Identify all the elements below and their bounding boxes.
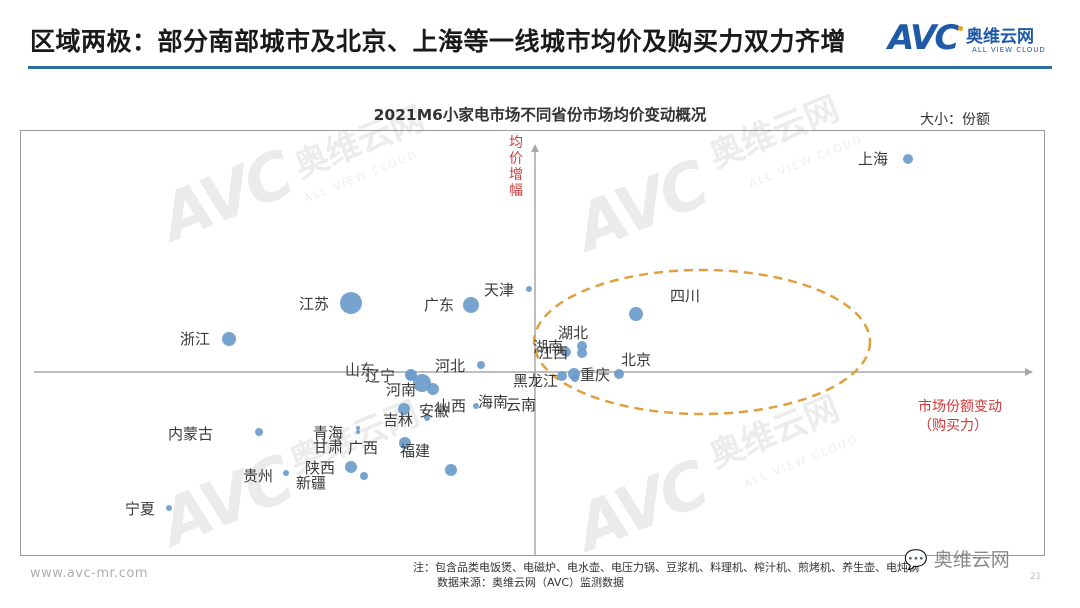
x-axis-title-sub: （购买力）: [918, 418, 988, 434]
title-divider: [28, 66, 1052, 69]
point-label: 重庆: [580, 366, 611, 384]
x-axis-title: 市场份额变动 （购买力）: [918, 398, 1002, 436]
bubble-广东: [463, 297, 479, 313]
bubble-北京: [614, 369, 624, 379]
point-label: 吉林: [383, 411, 414, 429]
bubble-吉林: [398, 403, 410, 415]
bubble-湖南: [561, 347, 571, 357]
bubble-辽宁: [406, 370, 416, 380]
point-label: 上海: [858, 150, 889, 168]
point-label: 辽宁: [365, 367, 396, 385]
x-axis-arrow-icon: [1025, 368, 1033, 376]
point-label: 广西: [348, 439, 379, 457]
point-label: 湖北: [558, 324, 589, 342]
highlight-ellipse: [532, 268, 872, 416]
point-label: 天津: [484, 281, 515, 299]
wechat-watermark: 💬 奥维云网: [904, 545, 1010, 572]
point-label: 贵州: [243, 467, 274, 485]
bubble-江西: [577, 348, 587, 358]
bubble-青海: [356, 426, 360, 430]
point-label: 北京: [621, 351, 652, 369]
bubble-新疆: [360, 472, 368, 480]
bubble-陕西: [345, 461, 357, 473]
point-label: 云南: [506, 396, 537, 414]
point-label: 江苏: [299, 295, 330, 313]
plot-frame: [20, 130, 1045, 556]
bubble-黑龙江: [557, 371, 567, 381]
bubble-河南: [413, 374, 431, 392]
y-axis-title: 均价增幅: [509, 135, 523, 199]
page-title: 区域两极：部分南部城市及北京、上海等一线城市均价及购买力双力齐增: [30, 27, 847, 56]
bubble-山西: [427, 383, 439, 395]
bubble-河北: [477, 361, 485, 369]
bubble-广西: [445, 464, 457, 476]
bubble-江苏: [340, 292, 362, 314]
bubble-浙江: [222, 332, 236, 346]
bubble-甘肃: [356, 430, 360, 434]
chart-footnote: 注：包含品类电饭煲、电磁炉、电水壶、电压力锅、豆浆机、料理机、榨汁机、煎烤机、养…: [413, 560, 919, 590]
point-label: 湖南: [533, 338, 564, 356]
point-label: 青海: [313, 424, 344, 442]
logo-name-cn: 奥维云网: [966, 27, 1034, 47]
page-number: 21: [1030, 572, 1042, 582]
chart-title: 2021M6小家电市场不同省份市场均价变动概况: [373, 106, 707, 124]
point-label: 江西: [538, 344, 569, 362]
footnote-source: 数据来源：奥维云网（AVC）监测数据: [437, 576, 625, 589]
point-label: 内蒙古: [168, 425, 214, 443]
point-label: 黑龙江: [513, 372, 559, 390]
bubble-安徽: [424, 415, 430, 421]
avc-logo: AVC 奥维云网 ALL VIEW CLOUD: [888, 18, 1058, 62]
point-label: 福建: [400, 442, 431, 460]
x-axis-title-main: 市场份额变动: [918, 399, 1002, 415]
bubble-云南: [571, 374, 579, 382]
bubble-海南: [473, 403, 479, 409]
logo-mark: AVC: [888, 18, 959, 58]
point-label: 甘肃: [313, 438, 344, 456]
bubble-天津: [526, 286, 532, 292]
footer-url: www.avc-mr.com: [30, 566, 149, 581]
bubble-福建: [399, 437, 411, 449]
point-label: 河南: [386, 381, 417, 399]
wechat-icon: 💬: [904, 549, 928, 571]
bubble-内蒙古: [255, 428, 263, 436]
bubbles-group: [166, 154, 913, 511]
bubble-上海: [903, 154, 913, 164]
point-label: 山东: [345, 361, 376, 379]
point-label: 四川: [670, 287, 701, 305]
size-legend: 大小：份额: [920, 112, 990, 128]
bubble-湖北: [577, 341, 587, 351]
point-label: 广东: [424, 296, 455, 314]
bubble-贵州: [283, 470, 289, 476]
point-label: 陕西: [305, 459, 336, 477]
point-label: 宁夏: [125, 500, 156, 518]
point-label: 浙江: [180, 330, 211, 348]
y-axis-arrow-icon: [531, 144, 539, 152]
point-label: 安徽: [419, 402, 450, 420]
logo-name-en: ALL VIEW CLOUD: [972, 46, 1046, 54]
point-label: 河北: [435, 357, 466, 375]
point-label: 新疆: [296, 474, 327, 492]
point-label: 山西: [436, 397, 467, 415]
bubble-四川: [629, 307, 643, 321]
footnote-categories: 注：包含品类电饭煲、电磁炉、电水壶、电压力锅、豆浆机、料理机、榨汁机、煎烤机、养…: [413, 561, 919, 574]
logo-dot-icon: [958, 26, 963, 31]
bubble-宁夏: [166, 505, 172, 511]
wechat-account-name: 奥维云网: [933, 549, 1010, 571]
point-label: 海南: [478, 393, 509, 411]
